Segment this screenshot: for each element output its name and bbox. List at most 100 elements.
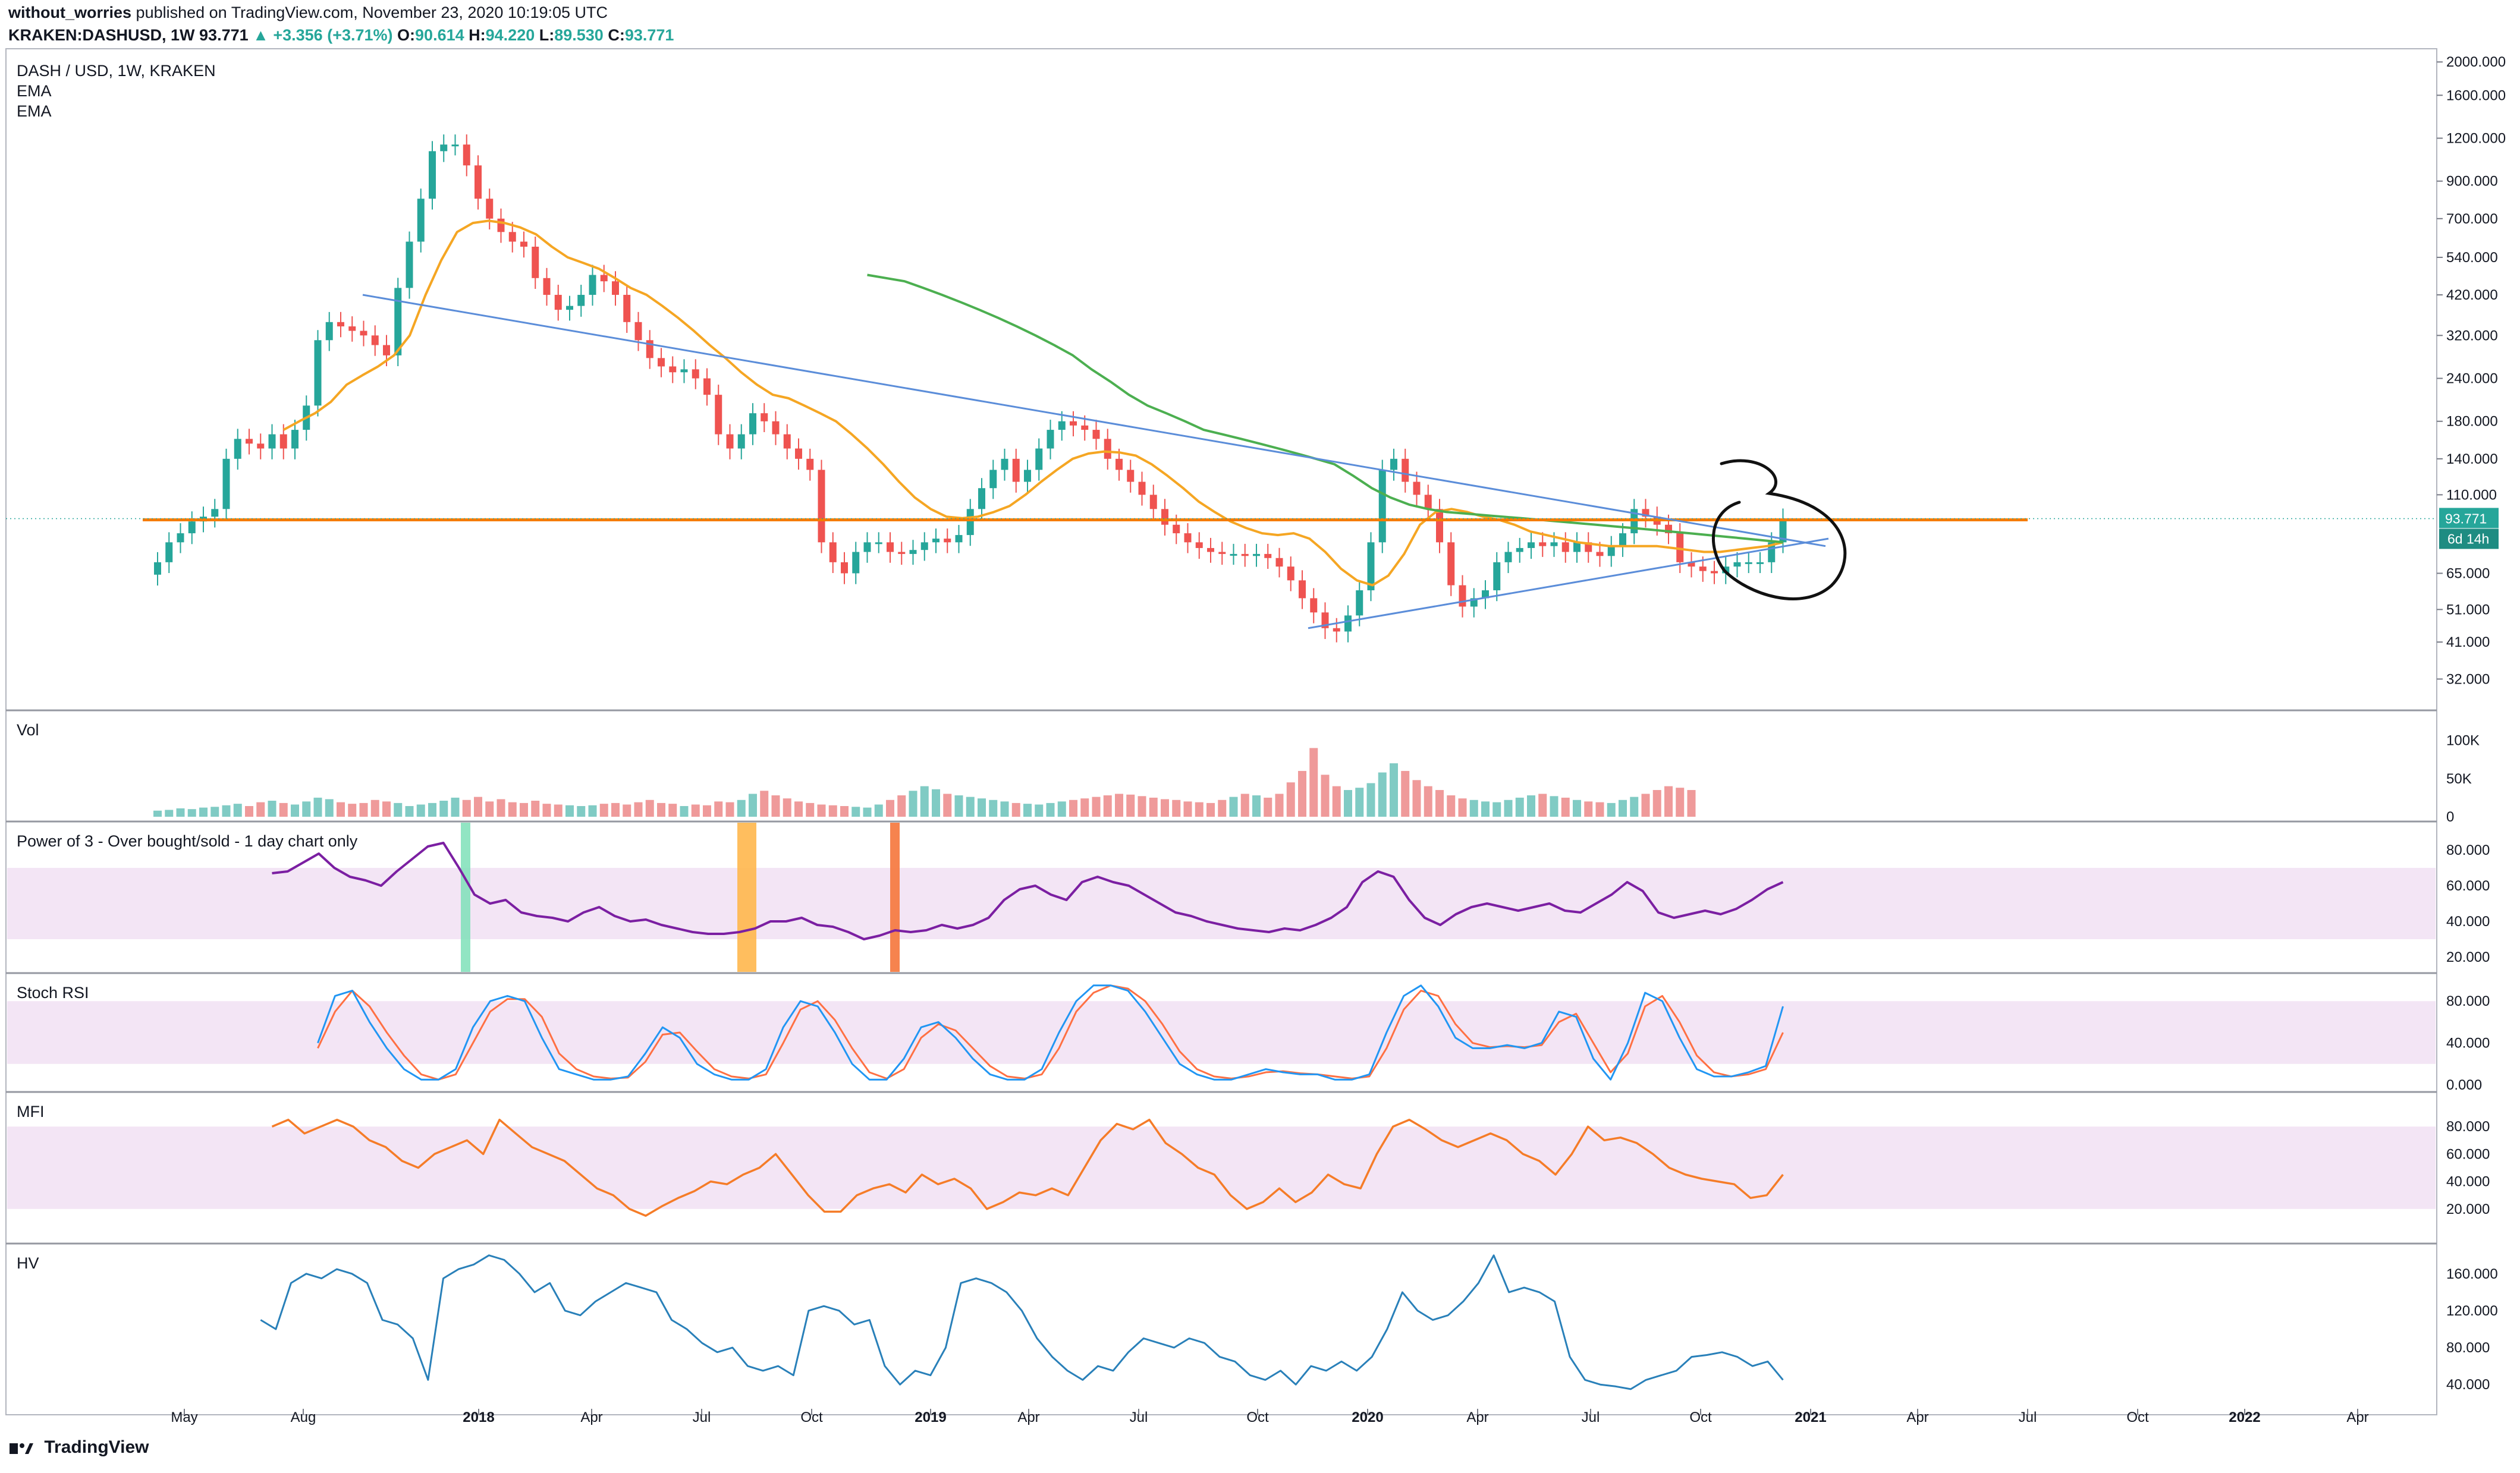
volume-bar xyxy=(176,808,185,817)
volume-bar xyxy=(863,807,872,817)
volume-bar xyxy=(954,795,963,817)
candle xyxy=(692,369,699,379)
candle xyxy=(1757,562,1764,564)
candle xyxy=(1596,552,1604,556)
price-tick-label: 900.000 xyxy=(2446,174,2498,190)
candle xyxy=(1058,421,1066,430)
volume-bar xyxy=(1355,788,1364,817)
volume-bar xyxy=(1206,802,1215,817)
high-label: H: xyxy=(469,26,486,44)
volume-bar xyxy=(1321,775,1330,817)
candle xyxy=(909,550,917,554)
last-price-badge-text: 93.771 xyxy=(2445,511,2487,526)
volume-bar xyxy=(1424,786,1432,817)
volume-bar xyxy=(1000,801,1009,817)
volume-bar xyxy=(1412,780,1421,817)
candle xyxy=(1081,425,1089,430)
candle xyxy=(863,542,871,552)
candle xyxy=(1104,439,1111,459)
candle xyxy=(1333,628,1340,632)
candle xyxy=(600,275,608,282)
candle xyxy=(1207,547,1214,552)
candle xyxy=(612,281,619,295)
volume-bar xyxy=(794,801,803,817)
candle xyxy=(1607,546,1615,556)
power3-tick-label: 40.000 xyxy=(2446,914,2490,930)
ema-legend-label: EMA xyxy=(17,82,52,100)
candle xyxy=(1230,553,1237,556)
price-tick-label: 240.000 xyxy=(2446,371,2498,387)
volume-bar xyxy=(279,802,288,817)
power3-tick-label: 20.000 xyxy=(2446,949,2490,965)
price-tick-label: 320.000 xyxy=(2446,328,2498,344)
candle xyxy=(944,539,951,543)
volume-bar xyxy=(1183,801,1192,817)
author-name[interactable]: without_worries xyxy=(8,4,132,21)
volume-bar xyxy=(359,802,368,817)
volume-bar xyxy=(725,802,734,817)
volume-bar xyxy=(1138,796,1146,817)
candle xyxy=(955,535,963,543)
volume-bar xyxy=(1366,783,1375,817)
volume-bar xyxy=(291,804,299,817)
volume-bar xyxy=(554,804,563,817)
candle xyxy=(737,434,745,449)
candle xyxy=(394,288,402,355)
hv-line xyxy=(260,1254,1784,1390)
stoch-rsi-tick-label: 40.000 xyxy=(2446,1035,2490,1052)
volume-bar xyxy=(313,797,322,817)
candle xyxy=(188,521,196,534)
volume-bar xyxy=(1286,782,1295,817)
candle xyxy=(1299,580,1306,599)
price-tick-label: 32.000 xyxy=(2446,671,2490,687)
candle xyxy=(475,165,482,199)
candle xyxy=(1378,470,1386,543)
volume-bar xyxy=(542,804,551,817)
power3-line xyxy=(272,842,1784,940)
power3-tick-label: 60.000 xyxy=(2446,878,2490,894)
candle xyxy=(291,430,298,449)
mfi-tick-label: 20.000 xyxy=(2446,1201,2490,1217)
volume-bar xyxy=(806,802,815,817)
volume-bar xyxy=(394,802,403,817)
candle xyxy=(1779,518,1787,543)
low-label: L: xyxy=(539,26,555,44)
tradingview-footer: TradingView xyxy=(8,1437,149,1458)
mfi-band xyxy=(7,1126,2436,1209)
low-value: 89.530 xyxy=(554,26,604,44)
candle xyxy=(978,488,985,509)
candle xyxy=(703,378,711,395)
candle xyxy=(314,340,322,406)
candle xyxy=(829,542,837,562)
candle xyxy=(246,439,253,444)
volume-bar xyxy=(1378,772,1387,817)
candle xyxy=(1390,458,1397,470)
volume-bar xyxy=(474,797,482,817)
volume-bar xyxy=(337,802,345,817)
candle xyxy=(1241,553,1249,556)
volume-bar xyxy=(1515,797,1524,817)
volume-bar xyxy=(1240,794,1249,817)
volume-bar xyxy=(382,801,391,817)
price-tick-label: 540.000 xyxy=(2446,250,2498,266)
volume-bar xyxy=(817,804,826,817)
candle xyxy=(1733,562,1741,567)
candle xyxy=(486,199,494,219)
candle xyxy=(348,326,356,331)
signal-highlight-bar xyxy=(890,823,900,972)
volume-bar xyxy=(828,805,837,817)
candle xyxy=(1161,509,1168,525)
volume-bar xyxy=(256,802,265,817)
chart-area[interactable]: 2000.000 1600.000 1200.000 900.000 700.000 54… xyxy=(0,48,2520,1433)
volume-bar xyxy=(1584,801,1593,817)
candle xyxy=(508,232,516,242)
volume-bar xyxy=(1092,797,1101,817)
volume-bar xyxy=(1469,800,1478,817)
volume-bar xyxy=(268,801,276,817)
stoch-rsi-title: Stoch RSI xyxy=(17,984,89,1002)
candle xyxy=(406,241,413,288)
candle xyxy=(875,542,882,544)
volume-bar xyxy=(439,801,448,817)
candle xyxy=(920,542,928,550)
candle xyxy=(1424,495,1432,509)
